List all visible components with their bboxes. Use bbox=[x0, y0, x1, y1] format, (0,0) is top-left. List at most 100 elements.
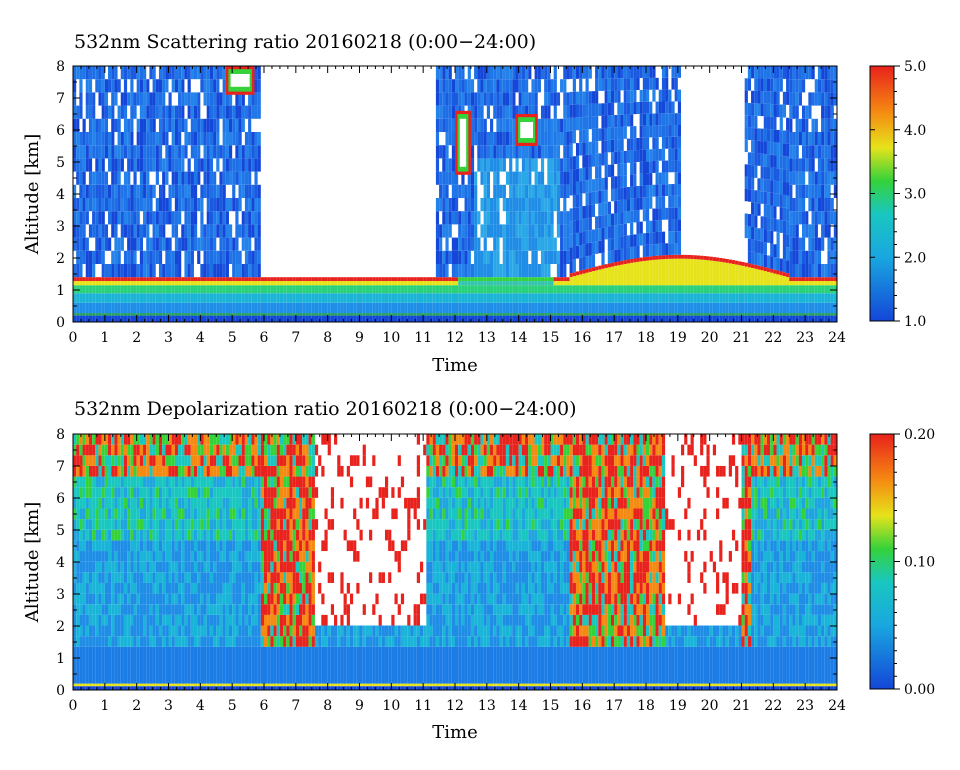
heatmap-cell bbox=[515, 198, 519, 212]
heatmap-cell bbox=[162, 686, 166, 690]
heatmap-cell bbox=[735, 260, 739, 265]
heatmap-cell bbox=[728, 293, 732, 303]
heatmap-cell bbox=[547, 302, 551, 314]
heatmap-cell bbox=[757, 253, 761, 266]
heatmap-cell bbox=[601, 240, 605, 253]
heatmap-cell bbox=[757, 265, 761, 270]
heatmap-cell bbox=[435, 281, 440, 286]
heatmap-cell bbox=[209, 198, 214, 212]
heatmap-cell bbox=[130, 277, 134, 282]
heatmap-cell bbox=[369, 281, 373, 286]
heatmap-cell bbox=[101, 455, 105, 466]
heatmap-cell bbox=[120, 302, 124, 314]
heatmap-cell bbox=[757, 90, 761, 104]
heatmap-cell bbox=[232, 277, 236, 282]
heatmap-cell bbox=[563, 250, 567, 264]
heatmap-cell bbox=[490, 66, 494, 80]
heatmap-cell bbox=[200, 66, 204, 80]
heatmap-cell bbox=[700, 255, 704, 260]
heatmap-cell bbox=[92, 508, 96, 520]
heatmap-cell bbox=[158, 264, 163, 278]
heatmap-cell bbox=[547, 285, 551, 294]
heatmap-cell bbox=[155, 551, 159, 562]
heatmap-cell bbox=[85, 508, 89, 520]
heatmap-cell bbox=[289, 302, 293, 314]
heatmap-cell bbox=[143, 561, 147, 573]
heatmap-cell bbox=[617, 139, 621, 152]
heatmap-cell bbox=[155, 508, 159, 520]
heatmap-cell bbox=[470, 105, 475, 119]
heatmap-cell bbox=[101, 561, 105, 573]
heatmap-cell bbox=[133, 444, 137, 456]
heatmap-cell bbox=[677, 101, 682, 114]
heatmap-cell bbox=[776, 270, 780, 275]
heatmap-cell bbox=[795, 145, 799, 159]
heatmap-cell bbox=[168, 476, 172, 488]
heatmap-cell bbox=[76, 211, 80, 225]
heatmap-cell bbox=[394, 313, 398, 316]
heatmap-cell bbox=[108, 582, 112, 594]
heatmap-cell bbox=[92, 540, 96, 552]
heatmap-cell bbox=[709, 256, 713, 261]
heatmap-cell bbox=[111, 293, 115, 303]
heatmap-cell bbox=[521, 277, 526, 282]
heatmap-cell bbox=[279, 313, 284, 316]
heatmap-cell bbox=[419, 315, 424, 322]
heatmap-cell bbox=[85, 455, 89, 466]
heatmap-cell bbox=[76, 497, 80, 509]
heatmap-cell bbox=[146, 145, 150, 159]
heatmap-cell bbox=[553, 285, 557, 294]
heatmap-cell bbox=[95, 497, 99, 509]
heatmap-cell bbox=[375, 281, 379, 286]
heatmap-cell bbox=[636, 102, 640, 114]
heatmap-cell bbox=[684, 293, 688, 303]
heatmap-cell bbox=[213, 66, 217, 80]
heatmap-cell bbox=[470, 118, 475, 132]
heatmap-cell bbox=[104, 184, 109, 198]
heatmap-cell bbox=[515, 237, 519, 251]
heatmap-cell bbox=[123, 476, 128, 488]
heatmap-cell bbox=[665, 315, 669, 322]
heatmap-cell bbox=[146, 313, 150, 316]
heatmap-cell bbox=[330, 281, 335, 286]
heatmap-cell bbox=[458, 92, 462, 106]
heatmap-cell bbox=[193, 277, 198, 282]
heatmap-cell bbox=[505, 198, 510, 212]
heatmap-cell bbox=[130, 184, 134, 198]
heatmap-cell bbox=[276, 277, 280, 282]
heatmap-cell bbox=[671, 258, 675, 286]
heatmap-cell bbox=[111, 465, 115, 477]
heatmap-cell bbox=[257, 285, 261, 294]
heatmap-cell bbox=[200, 118, 204, 132]
heatmap-cell bbox=[114, 184, 118, 198]
heatmap-cell bbox=[111, 476, 115, 488]
heatmap-cell bbox=[88, 625, 93, 637]
heatmap-cell bbox=[155, 497, 159, 509]
heatmap-cell bbox=[165, 293, 169, 303]
heatmap-cell bbox=[114, 582, 118, 594]
heatmap-cell bbox=[620, 102, 624, 115]
heatmap-cell bbox=[633, 293, 637, 303]
heatmap-cell bbox=[483, 277, 487, 282]
heatmap-cell bbox=[547, 132, 551, 146]
heatmap-cell bbox=[79, 92, 83, 106]
heatmap-cell bbox=[566, 158, 570, 172]
heatmap-cell bbox=[178, 145, 182, 159]
heatmap-cell bbox=[318, 313, 322, 316]
heatmap-cell bbox=[146, 636, 150, 647]
heatmap-cell bbox=[646, 149, 650, 162]
heatmap-cell bbox=[566, 66, 570, 80]
heatmap-cell bbox=[193, 105, 198, 119]
heatmap-cell bbox=[165, 132, 169, 146]
heatmap-cell bbox=[117, 636, 121, 647]
heatmap-cell bbox=[123, 211, 128, 225]
heatmap-cell bbox=[649, 161, 653, 174]
heatmap-cell bbox=[776, 193, 780, 207]
heatmap-cell bbox=[572, 194, 576, 208]
heatmap-cell bbox=[782, 207, 787, 221]
heatmap-cell bbox=[413, 315, 417, 322]
heatmap-cell bbox=[76, 313, 80, 316]
heatmap-cell bbox=[553, 302, 557, 314]
heatmap-cell bbox=[181, 184, 185, 198]
heatmap-cell bbox=[168, 636, 172, 647]
